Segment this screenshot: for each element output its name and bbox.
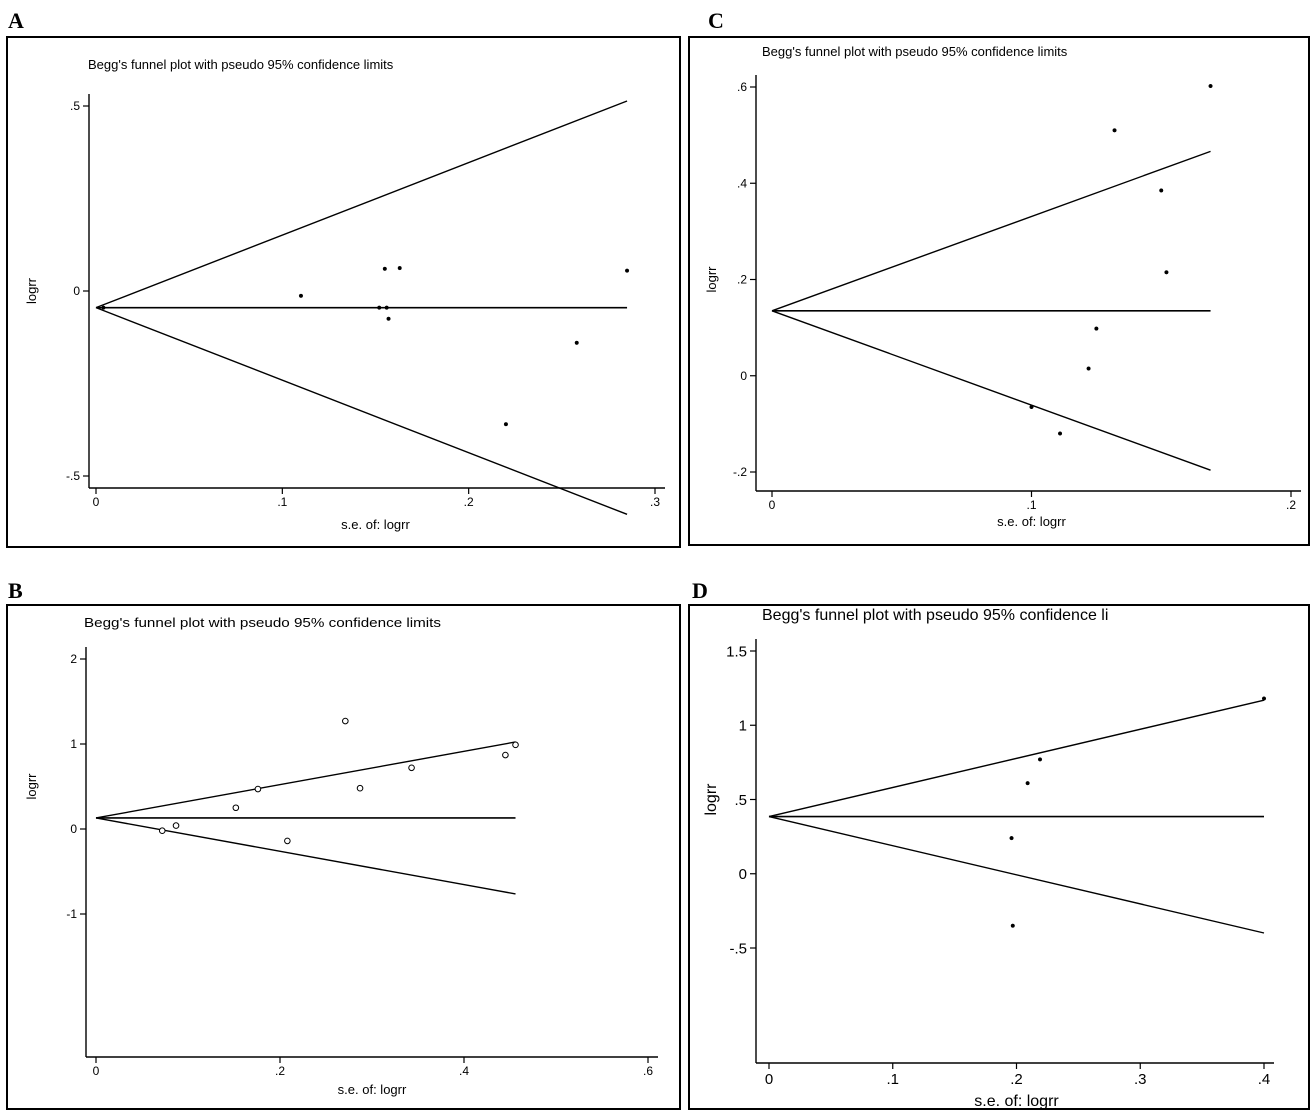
y-tick-label-c: .4 — [737, 176, 747, 190]
upper-confidence-limit-d — [768, 699, 1265, 818]
study-point-b — [158, 827, 166, 834]
panel-label-d: D — [692, 578, 708, 603]
plot-frame-d — [688, 604, 1310, 1110]
funnel-plot-b: Begg's funnel plot with pseudo 95% confi… — [6, 604, 681, 1110]
y-tick-label-c: .6 — [737, 80, 747, 94]
study-point-d — [1261, 696, 1267, 701]
y-tick-label-c: .2 — [737, 273, 747, 287]
x-tick-label-c: 0 — [769, 498, 776, 512]
plot-frame-b — [6, 604, 681, 1110]
study-point-a — [503, 422, 508, 427]
chart-title-d: Begg's funnel plot with pseudo 95% confi… — [762, 607, 1108, 624]
study-point-c — [1208, 83, 1213, 89]
study-point-a — [384, 305, 389, 310]
study-point-a — [625, 268, 630, 273]
x-tick-label-a: .1 — [277, 495, 287, 509]
study-point-a — [397, 266, 402, 271]
study-point-c — [1094, 326, 1099, 331]
x-tick-label-a: .2 — [464, 495, 474, 509]
y-tick-label-a: .5 — [70, 99, 80, 113]
x-axis-label-c: s.e. of: logrr — [997, 514, 1066, 529]
study-point-b — [342, 717, 349, 725]
y-tick-label-d: 0 — [739, 866, 747, 883]
study-point-d — [1025, 781, 1030, 786]
y-tick-label-c: -.2 — [733, 465, 747, 479]
plot-frame-a — [6, 36, 681, 548]
y-tick-label-c: 0 — [740, 369, 747, 383]
x-tick-label-b: .2 — [275, 1064, 285, 1078]
y-tick-label-d: 1 — [739, 718, 747, 735]
study-point-d — [1009, 836, 1014, 841]
chart-title-a: Begg's funnel plot with pseudo 95% confi… — [88, 57, 394, 72]
study-point-b — [408, 764, 415, 772]
x-tick-label-d: .4 — [1258, 1071, 1271, 1088]
y-axis-label-a: logrr — [24, 277, 39, 304]
x-tick-label-d: .2 — [1010, 1071, 1023, 1088]
study-point-b — [512, 741, 519, 749]
y-tick-label-d: -.5 — [729, 940, 747, 957]
y-tick-label-b: -1 — [66, 907, 77, 921]
x-tick-label-d: 0 — [765, 1071, 773, 1088]
y-tick-label-a: -.5 — [66, 469, 80, 483]
study-point-c — [1029, 404, 1034, 410]
x-tick-label-a: .3 — [650, 495, 660, 509]
study-point-c — [1057, 431, 1063, 436]
y-tick-label-d: 1.5 — [726, 643, 747, 660]
study-point-b — [502, 751, 509, 759]
x-tick-label-c: .1 — [1026, 498, 1036, 512]
study-point-b — [172, 822, 180, 829]
y-tick-label-b: 0 — [70, 822, 77, 836]
study-point-a — [574, 340, 579, 345]
x-tick-label-d: .1 — [886, 1071, 899, 1088]
study-point-a — [101, 305, 106, 310]
y-axis-label-d: logrr — [703, 783, 720, 816]
study-point-b — [232, 804, 240, 812]
study-point-d — [1037, 757, 1043, 762]
y-tick-label-a: 0 — [73, 284, 80, 298]
study-point-a — [386, 316, 391, 321]
x-tick-label-b: .4 — [459, 1064, 469, 1078]
y-tick-label-b: 2 — [70, 652, 77, 666]
study-point-d — [1010, 923, 1015, 928]
y-tick-label-b: 1 — [70, 737, 77, 751]
study-point-c — [1086, 366, 1091, 371]
funnel-plot-d: Begg's funnel plot with pseudo 95% confi… — [688, 604, 1310, 1110]
study-point-c — [1112, 128, 1117, 133]
study-point-b — [356, 784, 364, 792]
study-point-a — [382, 266, 387, 271]
study-point-c — [1159, 188, 1164, 193]
x-tick-label-a: 0 — [93, 495, 100, 509]
x-tick-label-b: .6 — [643, 1064, 653, 1078]
chart-title-b: Begg's funnel plot with pseudo 95% confi… — [84, 615, 442, 630]
x-tick-label-b: 0 — [93, 1064, 100, 1078]
chart-title-c: Begg's funnel plot with pseudo 95% confi… — [762, 44, 1068, 59]
upper-confidence-limit-b — [95, 741, 516, 819]
x-axis-label-d: s.e. of: logrr — [974, 1093, 1059, 1110]
y-axis-label-c: logrr — [704, 266, 719, 293]
funnel-plot-a: Begg's funnel plot with pseudo 95% confi… — [6, 36, 681, 548]
study-point-c — [1164, 270, 1169, 275]
x-axis-label-a: s.e. of: logrr — [341, 517, 410, 532]
x-axis-label-b: s.e. of: logrr — [338, 1082, 407, 1097]
lower-confidence-limit-c — [771, 310, 1211, 471]
funnel-plot-c: Begg's funnel plot with pseudo 95% confi… — [688, 36, 1310, 546]
panel-label-b: B — [8, 578, 23, 603]
plot-frame-c — [688, 36, 1310, 546]
lower-confidence-limit-d — [768, 815, 1265, 934]
upper-confidence-limit-a — [95, 100, 628, 309]
lower-confidence-limit-a — [95, 306, 628, 515]
y-axis-label-b: logrr — [24, 773, 39, 800]
study-point-a — [298, 293, 304, 298]
study-point-b — [254, 785, 262, 793]
upper-confidence-limit-c — [771, 150, 1211, 312]
panel-label-a: A — [8, 8, 24, 33]
lower-confidence-limit-b — [95, 817, 516, 895]
study-point-b — [284, 837, 291, 845]
study-point-a — [377, 305, 382, 310]
x-tick-label-c: .2 — [1286, 498, 1296, 512]
x-tick-label-d: .3 — [1134, 1071, 1147, 1088]
y-tick-label-d: .5 — [734, 792, 747, 809]
panel-label-c: C — [708, 8, 724, 33]
